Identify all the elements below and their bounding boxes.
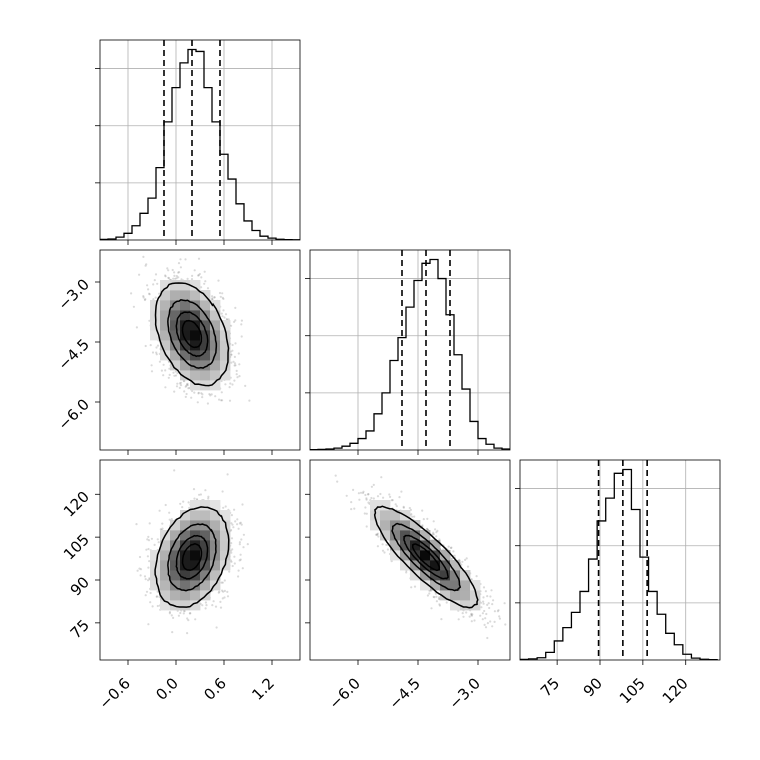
y-tick-label: 120 <box>60 488 93 521</box>
panel-2-0: −0.6 0.0 0.6 1.2 75 90 105 120 <box>60 459 301 713</box>
x-tick-label: −3.0 <box>446 674 484 712</box>
panel-1-0: −6.0 −4.5 −3.0 <box>55 249 301 455</box>
y-tick-label: −6.0 <box>55 395 93 433</box>
panel-frame <box>519 459 721 661</box>
contour-line <box>403 534 449 580</box>
panel-2-2: 75 90 105 120 <box>515 459 721 707</box>
density-layer <box>130 255 251 405</box>
panel-frame <box>309 249 511 451</box>
x-tick-label: 120 <box>659 674 692 707</box>
contour-line <box>154 282 230 387</box>
histogram <box>100 48 300 240</box>
density-layer <box>135 469 249 635</box>
y-tick-label: −4.5 <box>55 335 93 373</box>
density-grid <box>150 280 231 391</box>
x-tick-label: 105 <box>616 674 649 707</box>
y-tick-label: 90 <box>67 573 93 599</box>
panel-frame <box>99 459 301 661</box>
density-grid <box>370 500 481 611</box>
panel-frame <box>99 249 301 451</box>
x-tick-label: −0.6 <box>96 674 134 712</box>
x-tick-label: 75 <box>537 674 563 700</box>
panel-frame <box>309 459 511 661</box>
panel-0-0 <box>95 39 301 245</box>
contour-line <box>175 311 209 358</box>
histogram <box>520 468 718 660</box>
x-tick-label: 1.2 <box>248 674 278 704</box>
histogram <box>310 258 510 450</box>
contour-line <box>167 523 217 592</box>
y-tick-label: −3.0 <box>55 275 93 313</box>
y-tick-label: 75 <box>67 616 93 642</box>
x-tick-label: −4.5 <box>386 674 424 712</box>
y-tick-label: 105 <box>60 530 93 563</box>
contour-line <box>181 543 203 571</box>
x-tick-label: 0.6 <box>200 674 230 704</box>
panel-frame <box>99 39 301 241</box>
contour-line <box>373 505 479 609</box>
contour-line <box>175 534 209 580</box>
contour-line <box>411 543 441 572</box>
x-tick-label: 90 <box>580 674 606 700</box>
x-tick-label: 0.0 <box>152 674 182 704</box>
density-grid <box>150 500 231 611</box>
density-layer <box>334 474 507 640</box>
panel-2-1: −6.0 −4.5 −3.0 <box>305 459 511 713</box>
contour-line <box>181 319 203 349</box>
panel-1-1 <box>305 249 511 455</box>
contour-line <box>154 506 230 608</box>
contour-line <box>391 522 462 592</box>
contour-line <box>167 299 218 369</box>
x-tick-label: −6.0 <box>326 674 364 712</box>
